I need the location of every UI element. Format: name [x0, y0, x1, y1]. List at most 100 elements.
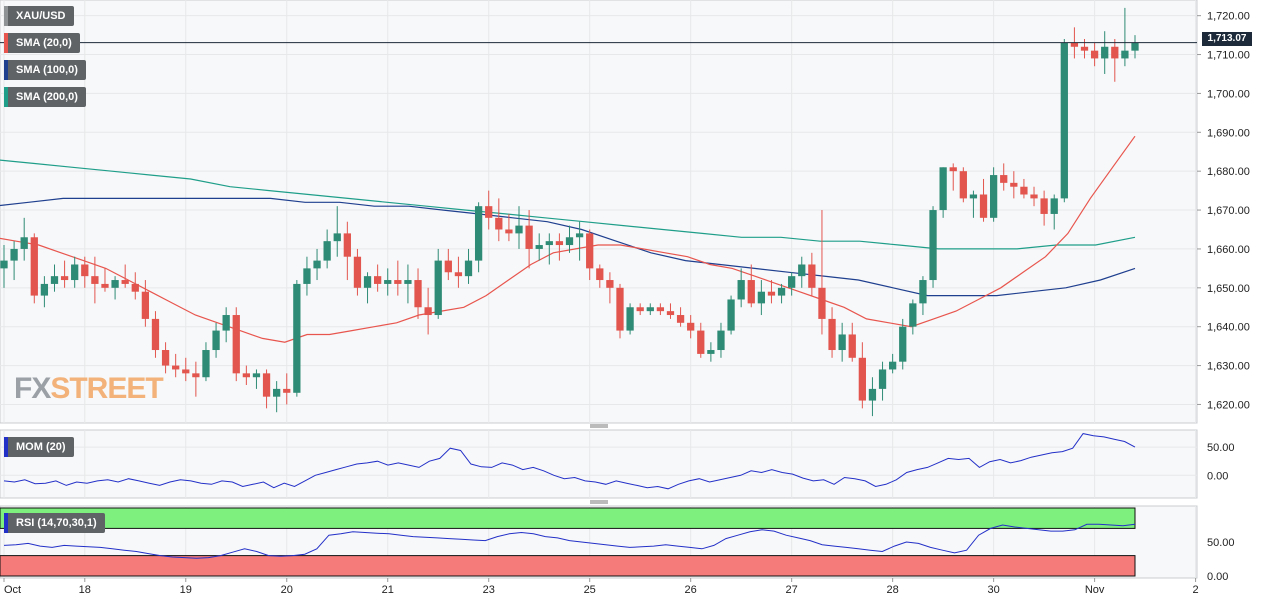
candle: [868, 377, 877, 417]
candle: [384, 268, 392, 296]
candle: [91, 256, 99, 304]
candle: [959, 167, 967, 203]
candle-body: [464, 260, 473, 277]
candle-body: [10, 248, 18, 261]
candle: [273, 381, 281, 413]
candle: [485, 190, 493, 230]
candle-body: [555, 241, 564, 246]
candle-body: [474, 206, 483, 261]
x-tick-label: 25: [584, 584, 596, 596]
x-tick-label: 20: [281, 584, 293, 596]
candle: [343, 221, 351, 281]
candle: [303, 256, 311, 296]
candle: [293, 280, 301, 397]
candle-body: [424, 307, 432, 316]
candle-body: [687, 322, 695, 331]
candle-body: [535, 245, 543, 249]
candle-body: [373, 276, 382, 284]
candle: [141, 280, 150, 327]
candle: [495, 198, 503, 242]
candle-body: [384, 280, 392, 284]
candle-body: [1131, 42, 1139, 51]
candle-body: [949, 167, 957, 172]
candle-body: [454, 272, 463, 277]
candle: [646, 303, 654, 316]
candle: [727, 295, 735, 335]
candle: [545, 233, 553, 265]
candle: [101, 268, 109, 292]
y-tick-label: 1,650.00: [1207, 283, 1250, 295]
candle-body: [0, 260, 8, 269]
y-tick-label: 1,660.00: [1207, 244, 1250, 256]
candle-body: [626, 307, 634, 331]
pane-mom: [0, 429, 1198, 499]
y-tick-label: 1,720.00: [1207, 11, 1250, 23]
legend-sma20[interactable]: SMA (20,0): [4, 33, 80, 53]
candle: [676, 307, 685, 327]
candle-body: [404, 280, 412, 284]
x-tick-label: 21: [382, 584, 394, 596]
candle-body: [575, 233, 584, 238]
candle-body: [394, 280, 402, 284]
y-tick-label: 1,690.00: [1207, 127, 1250, 139]
candle: [707, 342, 715, 362]
sma100-line: [0, 197, 1136, 297]
candle-body: [40, 283, 49, 296]
candle: [283, 373, 291, 405]
candle: [586, 229, 594, 281]
candle: [1131, 35, 1139, 59]
legend-sma200[interactable]: SMA (200,0): [4, 87, 86, 107]
mom-tick-label: 0.00: [1207, 470, 1228, 482]
candle-body: [889, 361, 897, 370]
candle: [333, 206, 341, 257]
candle: [444, 248, 452, 281]
candle: [757, 280, 766, 316]
candle-body: [1101, 46, 1109, 59]
candle-body: [444, 260, 452, 273]
candle-body: [1020, 186, 1028, 195]
candle-body: [878, 369, 887, 389]
candle-body: [848, 334, 856, 358]
candle: [10, 241, 18, 281]
candle-body: [91, 276, 99, 284]
legend-sma100[interactable]: SMA (100,0): [4, 60, 86, 80]
candle-body: [1040, 198, 1048, 214]
candle: [1060, 38, 1068, 203]
x-tick-label: 26: [685, 584, 697, 596]
legend-rsi[interactable]: RSI (14,70,30,1): [4, 513, 105, 533]
candle: [606, 272, 614, 304]
candle: [242, 365, 250, 386]
mom-tick-label: 50.00: [1207, 442, 1235, 454]
candle: [161, 342, 170, 374]
candle-body: [323, 241, 331, 261]
candle: [172, 353, 180, 378]
candle: [1040, 190, 1048, 226]
candle: [687, 315, 695, 339]
candle: [464, 248, 473, 284]
candle-body: [182, 369, 190, 374]
candle-body: [788, 276, 796, 288]
candle-body: [525, 225, 533, 249]
candle-body: [202, 350, 210, 378]
candle-body: [273, 388, 281, 397]
y-tick-label: 1,670.00: [1207, 205, 1250, 217]
candle-body: [1080, 46, 1089, 51]
pane-main: [0, 0, 1198, 424]
candle: [989, 167, 998, 222]
candle: [404, 264, 412, 304]
candle: [838, 322, 846, 362]
x-tick-label: Oct: [4, 584, 21, 596]
candle-body: [333, 233, 341, 242]
candle: [131, 272, 139, 300]
candle: [848, 322, 856, 362]
legend-momentum[interactable]: MOM (20): [4, 437, 74, 457]
candle: [50, 264, 59, 292]
candle: [202, 342, 210, 382]
candle-body: [909, 303, 917, 327]
candle-body: [293, 283, 301, 393]
candle-body: [515, 225, 523, 234]
candle: [212, 322, 220, 358]
legend-symbol[interactable]: XAU/USD: [4, 6, 74, 26]
candle: [182, 357, 190, 382]
